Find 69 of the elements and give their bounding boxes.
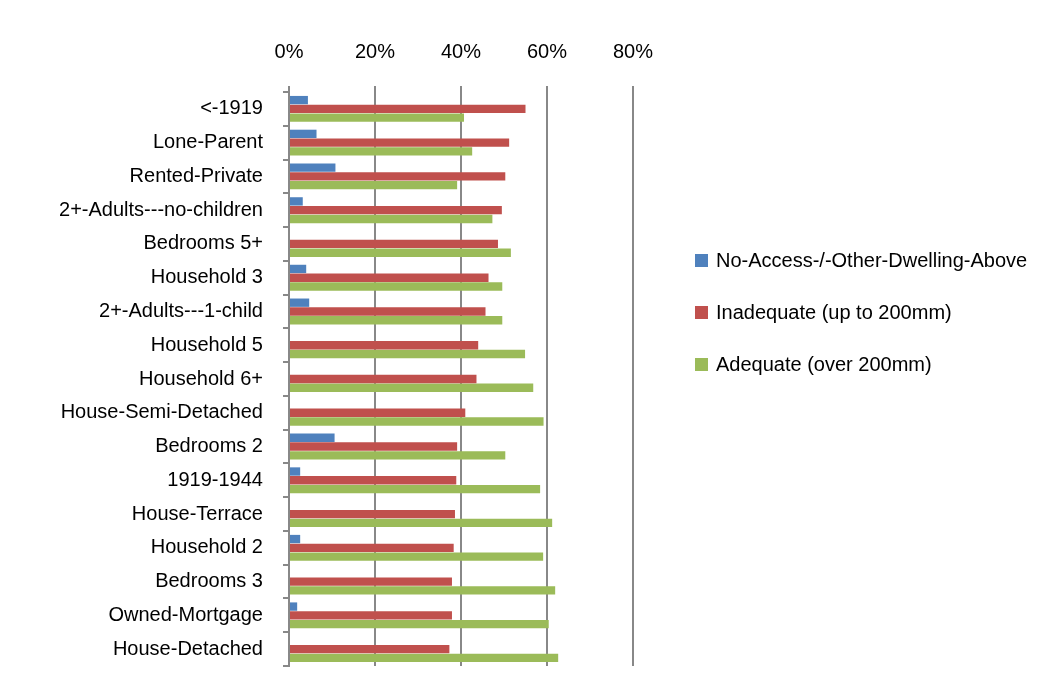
- y-tick-label: <-1919: [200, 96, 263, 119]
- bar: [290, 138, 510, 147]
- bar: [290, 534, 301, 544]
- bar: [290, 417, 544, 426]
- bar: [290, 543, 454, 552]
- y-tick-label: 2+-Adults---no-children: [59, 197, 263, 220]
- bar: [290, 307, 486, 316]
- bar: [290, 374, 477, 384]
- x-tick-label: 60%: [526, 39, 568, 62]
- bar: [290, 273, 489, 282]
- bar: [290, 611, 452, 620]
- bar: [290, 104, 526, 114]
- bar: [290, 476, 457, 485]
- y-tick-label: Owned-Mortgage: [108, 602, 263, 625]
- bar: [290, 248, 511, 257]
- bar: [290, 408, 466, 417]
- bar: [290, 518, 553, 528]
- legend-label: Inadequate (up to 200mm): [716, 300, 952, 325]
- bar: [290, 282, 503, 291]
- y-tick-label: Rented-Private: [129, 163, 263, 186]
- bar: [290, 383, 534, 392]
- y-tick-label: House-Semi-Detached: [60, 400, 263, 423]
- bar: [290, 349, 526, 359]
- bar: [290, 451, 506, 460]
- bar: [290, 577, 452, 586]
- bar: [290, 239, 498, 249]
- y-tick-label: 2+-Adults---1-child: [99, 298, 263, 321]
- legend-label: No-Access-/-Other-Dwelling-Above: [716, 248, 1028, 273]
- bar: [290, 316, 503, 325]
- bar: [290, 484, 541, 494]
- y-tick-label: 1919-1944: [167, 467, 263, 490]
- y-tick-label: House-Detached: [112, 636, 263, 659]
- legend-label: Adequate (over 200mm): [716, 352, 932, 377]
- bar: [290, 113, 465, 122]
- y-tick-label: Lone-Parent: [152, 130, 264, 153]
- x-tick-label: 0%: [274, 39, 304, 62]
- x-tick-label: 80%: [612, 39, 654, 62]
- bar: [290, 467, 301, 476]
- bar: [290, 181, 458, 190]
- y-tick-label: Bedrooms 3: [155, 569, 263, 592]
- bar: [290, 619, 549, 629]
- y-tick-label: Household 5: [150, 332, 263, 355]
- y-tick-label: House-Terrace: [131, 501, 263, 524]
- bar: [290, 147, 473, 156]
- bar: [290, 653, 559, 663]
- bar: [290, 298, 310, 307]
- bar: [290, 129, 317, 139]
- bar: [290, 586, 556, 595]
- y-tick-label: Bedrooms 2: [155, 434, 263, 457]
- bar: [290, 341, 479, 350]
- bar: [290, 95, 308, 105]
- bar: [290, 433, 335, 442]
- x-tick-label: 20%: [354, 39, 396, 62]
- bar: [290, 509, 455, 519]
- y-tick-label: Bedrooms 5+: [143, 231, 263, 254]
- bar: [290, 163, 336, 172]
- bar: [290, 172, 506, 181]
- bar: [290, 602, 298, 611]
- bar: [290, 264, 307, 274]
- y-tick-label: Household 3: [150, 265, 263, 288]
- bar: [290, 206, 502, 215]
- bar: [290, 552, 544, 561]
- x-tick-label: 40%: [440, 39, 482, 62]
- bar: [290, 214, 493, 224]
- bar: [290, 442, 458, 451]
- y-tick-label: Household 6+: [139, 366, 263, 389]
- y-tick-label: Household 2: [150, 535, 263, 558]
- bar: [290, 197, 303, 206]
- bar: [290, 644, 450, 654]
